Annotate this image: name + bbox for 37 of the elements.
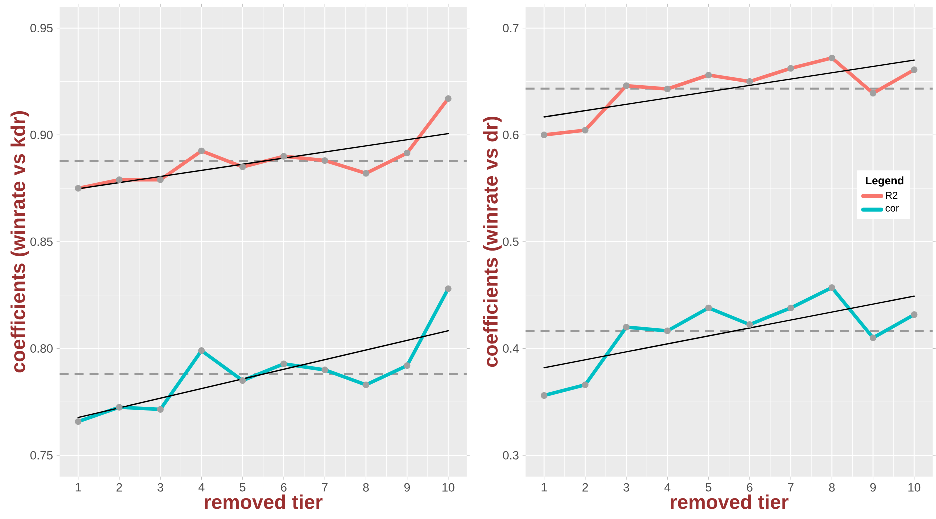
x-tick-label: 3	[158, 484, 164, 492]
x-tick-label: 8	[829, 484, 835, 492]
y-tick-label: 0.80	[30, 344, 53, 354]
y-tick-label: 0.85	[30, 238, 53, 246]
x-axis-title: removed tier	[671, 494, 789, 510]
legend-label: cor	[886, 206, 900, 212]
y-axis-title: coefficients (winrate vs kdr)	[10, 112, 30, 373]
x-tick-label: 10	[442, 484, 455, 492]
x-tick-label: 4	[198, 484, 205, 492]
y-axis-title: coefficients (winrate vs dr)	[483, 117, 502, 368]
x-tick-label: 7	[322, 484, 328, 492]
x-tick-label: 9	[404, 484, 410, 492]
x-tick-label: 1	[76, 484, 82, 492]
x-tick-label: 7	[788, 484, 794, 492]
legend-label: R2	[886, 192, 898, 200]
x-tick-label: 8	[363, 484, 370, 492]
x-tick-label: 6	[747, 484, 753, 492]
x-tick-label: 5	[706, 484, 712, 492]
x-tick-label: 5	[240, 484, 246, 492]
x-tick-label: 3	[624, 484, 630, 492]
y-tick-label: 0.5	[503, 238, 519, 246]
legend-title: Legend	[866, 176, 904, 187]
x-tick-label: 10	[908, 484, 921, 492]
y-tick-label: 0.75	[30, 451, 53, 460]
x-tick-label: 6	[281, 484, 287, 492]
y-tick-label: 0.90	[30, 131, 53, 140]
y-tick-label: 0.6	[503, 131, 519, 140]
x-tick-label: 4	[664, 484, 671, 492]
y-tick-label: 0.7	[503, 24, 519, 33]
x-tick-label: 2	[582, 484, 588, 492]
x-tick-label: 2	[116, 484, 122, 492]
x-axis-title: removed tier	[205, 494, 323, 510]
y-tick-label: 0.4	[503, 344, 519, 354]
y-tick-label: 0.3	[503, 451, 519, 460]
x-tick-label: 1	[542, 484, 548, 492]
x-tick-label: 9	[870, 484, 876, 492]
y-tick-label: 0.95	[30, 24, 53, 33]
